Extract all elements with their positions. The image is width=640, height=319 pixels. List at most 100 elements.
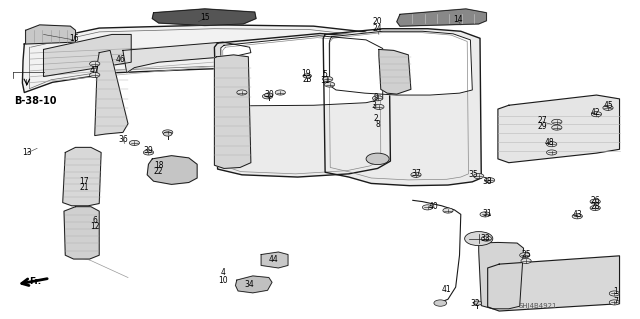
Text: 44: 44 [269,255,279,263]
Circle shape [547,142,557,147]
Text: 12: 12 [90,222,99,231]
Text: 16: 16 [68,34,79,43]
Circle shape [481,236,492,241]
Text: 26: 26 [590,196,600,205]
Circle shape [422,205,433,210]
Text: 29: 29 [538,122,548,131]
Text: 48: 48 [544,138,554,147]
Circle shape [474,174,484,179]
Circle shape [591,112,602,117]
Circle shape [129,140,140,145]
Text: 31: 31 [483,209,493,218]
Text: 10: 10 [218,276,228,285]
Polygon shape [22,25,394,93]
Polygon shape [479,242,524,309]
Text: 40: 40 [429,202,439,211]
Text: 22: 22 [154,167,163,176]
Polygon shape [397,9,486,26]
Polygon shape [488,256,620,311]
Circle shape [324,82,335,87]
Polygon shape [123,42,251,73]
Text: 13: 13 [22,148,32,157]
Circle shape [90,61,100,66]
Text: 6: 6 [92,216,97,225]
Polygon shape [379,49,411,94]
Polygon shape [214,33,390,177]
Polygon shape [498,95,620,163]
Text: 2: 2 [374,114,379,122]
Polygon shape [261,252,288,268]
Text: 20: 20 [372,17,383,26]
Circle shape [262,94,273,99]
Text: 36: 36 [118,135,128,144]
Text: 47: 47 [90,66,100,75]
Circle shape [275,90,285,95]
Text: B-38-10: B-38-10 [14,96,56,107]
Circle shape [372,96,383,101]
Circle shape [590,199,600,204]
Circle shape [609,300,620,305]
Text: 23: 23 [302,75,312,84]
Circle shape [484,178,495,183]
Text: 34: 34 [244,280,255,289]
Circle shape [434,300,447,306]
Circle shape [411,172,421,177]
Text: SHJ4B4921: SHJ4B4921 [518,303,557,308]
Polygon shape [64,207,99,259]
Circle shape [609,291,620,296]
Polygon shape [323,29,481,186]
Text: 42: 42 [590,108,600,117]
Text: 32: 32 [470,299,480,308]
Text: 28: 28 [591,202,600,211]
Text: 39: 39 [143,146,154,155]
Text: 21: 21 [80,183,89,192]
Circle shape [552,125,562,130]
Circle shape [163,130,173,135]
Polygon shape [95,50,128,136]
Circle shape [572,214,582,219]
Text: 5: 5 [323,70,328,79]
Text: 37: 37 [411,169,421,178]
Circle shape [374,104,384,109]
Text: 8: 8 [375,120,380,129]
Circle shape [264,93,273,97]
Circle shape [590,205,600,211]
Circle shape [480,212,490,217]
Text: 1: 1 [613,287,618,296]
Polygon shape [147,156,197,184]
Polygon shape [26,25,76,44]
Circle shape [547,150,557,155]
Polygon shape [44,34,131,77]
Text: 33: 33 [480,234,490,243]
Text: 27: 27 [538,116,548,125]
Circle shape [520,253,530,258]
Text: 18: 18 [154,161,163,170]
Text: 30: 30 [264,90,274,99]
Circle shape [521,258,531,263]
Text: 11: 11 [321,76,330,85]
Text: 25: 25 [521,250,531,259]
Text: 14: 14 [453,15,463,24]
Text: 7: 7 [613,297,618,306]
Circle shape [90,72,100,78]
Text: 38: 38 [483,177,493,186]
Text: 24: 24 [372,24,383,33]
Text: 17: 17 [79,177,90,186]
Text: 46: 46 [115,55,125,63]
Polygon shape [221,36,383,106]
Circle shape [443,208,453,213]
Polygon shape [63,147,101,206]
Circle shape [366,153,389,165]
Circle shape [603,105,613,110]
Circle shape [473,301,482,305]
Text: 19: 19 [301,69,311,78]
Text: 9: 9 [373,93,378,102]
Polygon shape [236,276,272,293]
Polygon shape [330,31,472,95]
Polygon shape [214,55,251,168]
Text: 4: 4 [220,268,225,277]
Circle shape [552,119,562,124]
Text: 35: 35 [468,170,479,179]
Circle shape [465,232,493,246]
Text: 43: 43 [572,210,582,219]
